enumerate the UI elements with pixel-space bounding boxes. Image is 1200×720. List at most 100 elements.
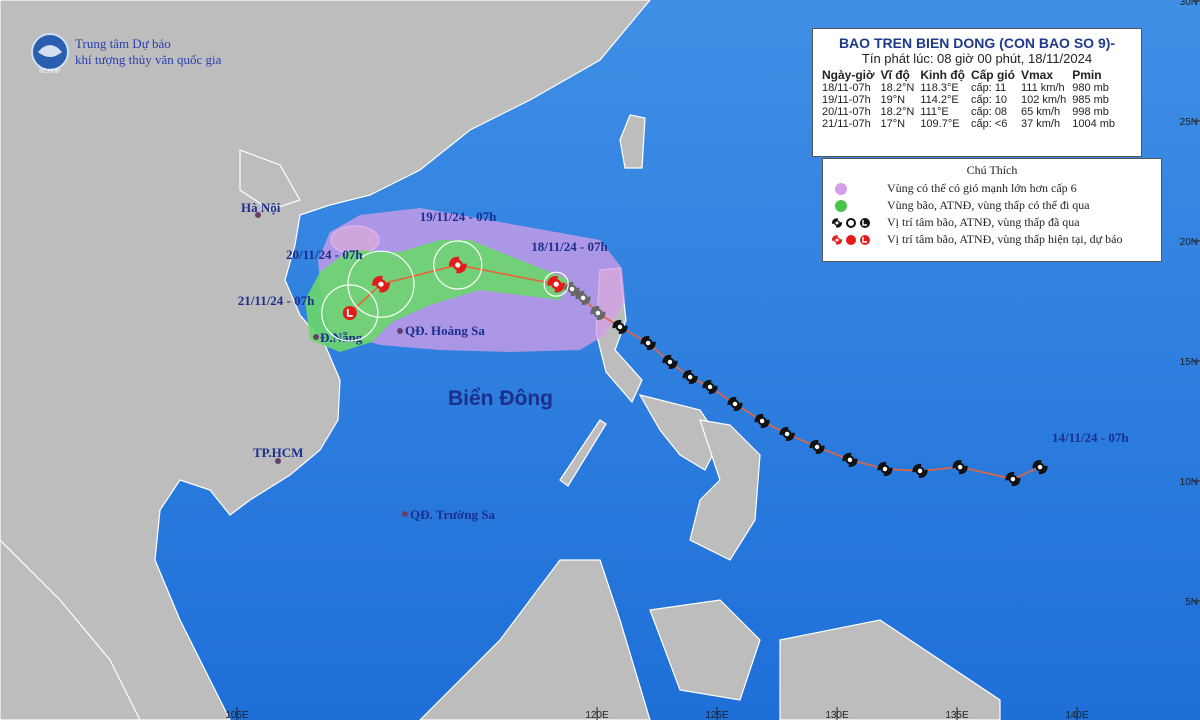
legend-icons [831, 183, 870, 245]
legend-title: Chú Thích [966, 163, 1018, 177]
table-cell: 18.2°N [880, 106, 915, 118]
storm-arm [727, 396, 737, 406]
lon-tick-label: 135E [945, 710, 969, 720]
forecast-position [448, 256, 467, 274]
column-header: Ngày-giờ [822, 68, 875, 82]
storm-arm [456, 263, 467, 274]
storm-arm [785, 432, 795, 442]
past-position [640, 335, 656, 351]
lat-tick-label: 25N [1180, 117, 1198, 128]
storm-arm [1011, 477, 1021, 487]
sea-label: Biển Đông [448, 387, 553, 410]
storm-arm [836, 239, 843, 245]
storm-arm [815, 445, 825, 454]
forecast-position [342, 306, 357, 320]
lat-tick-label: 20N [1180, 237, 1198, 248]
storm-eye [915, 466, 925, 476]
past-position [662, 354, 678, 370]
land [0, 0, 1001, 720]
storm-eye [705, 382, 715, 392]
place-dot [397, 328, 403, 334]
past-position [727, 396, 743, 412]
storm-eye [615, 322, 625, 332]
lon-tick-label: 120E [585, 710, 609, 720]
table-cell: 65 km/h [1020, 106, 1061, 118]
storm-arm [682, 370, 692, 379]
storm-arm [708, 385, 718, 394]
logo-text: NCHMF [39, 69, 61, 75]
logo: NCHMF [31, 33, 69, 75]
place-dot [313, 334, 319, 340]
lat-tick-label: 5N [1185, 597, 1198, 608]
legend-dep-icon [846, 218, 856, 228]
table-cell: cấp: 08 [970, 106, 1008, 118]
storm-arm [668, 360, 678, 370]
table-cell: 20/11-07h [822, 106, 871, 118]
org-name: khí tượng thủy văn quốc gia [75, 52, 222, 67]
storm-eye [665, 357, 675, 367]
past-position [612, 319, 628, 334]
wind-radius [543, 271, 569, 297]
bulletin-issued: Tín phát lúc: 08 giờ 00 phút, 18/11/2024 [861, 51, 1093, 66]
table-cell: 111 km/h [1020, 82, 1065, 94]
storm-arm [640, 335, 650, 345]
place-label: QĐ. Hoàng Sa [405, 323, 485, 338]
past-position [877, 461, 893, 477]
past-position [842, 452, 858, 467]
table-cell: 109.7°E [920, 118, 960, 130]
lat-tick-label: 10N [1180, 477, 1198, 488]
place-dot [402, 511, 408, 517]
past-position [754, 413, 770, 429]
past-position [1032, 460, 1048, 475]
table-row: 19/11-07h 19°N 114.2°E cấp: 10 102 km/h 985 m… [819, 94, 1118, 106]
storm-eye [757, 416, 767, 426]
past-position [682, 370, 698, 385]
table-row: 20/11-07h 18.2°N 111°E cấp: 08 65 km/h 998 mb [819, 106, 1118, 118]
table-cell: 37 km/h [1020, 118, 1061, 130]
storm-arm [612, 319, 622, 329]
storm-eye [643, 338, 653, 348]
table-cell: 118.3°E [920, 82, 959, 94]
forecast-label: 18/11/24 - 07h [531, 239, 608, 254]
wind-radius [347, 250, 415, 318]
storm-eye [452, 259, 463, 271]
table-cell: 17°N [880, 118, 906, 130]
storm-arm [547, 275, 558, 286]
table-row: 21/11-07h 17°N 109.7°E cấp: <6 37 km/h 1004 m… [819, 118, 1118, 130]
forecast-label: 20/11/24 - 07h [286, 247, 363, 262]
storm-arm [596, 311, 606, 321]
storm-arm [590, 305, 600, 315]
storm-arm [554, 282, 566, 293]
past-position [590, 305, 606, 321]
past-position [952, 460, 968, 475]
org-name: Trung tâm Dự báo [75, 36, 171, 51]
table-cell: 111°E [920, 106, 949, 118]
legend-storm-icon [831, 235, 843, 245]
bulletin-title: BAO TREN BIEN DONG (CON BAO SO 9)- [838, 35, 1116, 51]
storm-arm [760, 419, 770, 429]
legend-dep-icon [846, 235, 856, 245]
storm-arm [733, 402, 743, 412]
table-cell: 18/11-07h [822, 82, 871, 94]
storm-arm [379, 282, 390, 293]
table-cell: cấp: 10 [970, 94, 1008, 106]
table-cell: 18.2°N [880, 82, 915, 94]
storm-arm [958, 465, 968, 475]
forecast-label: 21/11/24 - 07h [238, 293, 315, 308]
storm-eye [782, 429, 792, 439]
table-cell: 19/11-07h [822, 94, 871, 106]
storm-eye [551, 279, 562, 290]
wind-radius [433, 240, 483, 290]
forecast-track-line [349, 264, 557, 314]
storm-arm [1038, 465, 1048, 475]
storm-eye [834, 220, 840, 226]
lat-tick-label: 15N [1180, 357, 1198, 368]
legend-label: Vùng có thể có gió mạnh lớn hơn cấp 6 [887, 181, 1077, 195]
forecast-label: 19/11/24 - 07h [420, 209, 497, 224]
table-row: 18/11-07h 18.2°N 118.3°E cấp: 11 111 km/h 980… [819, 82, 1118, 94]
lon-tick-label: 140E [1065, 710, 1089, 720]
lon-tick-label: 130E [825, 710, 849, 720]
column-header: Cấp gió [970, 68, 1015, 82]
storm-eye [834, 237, 840, 243]
forecast-position [372, 275, 390, 293]
